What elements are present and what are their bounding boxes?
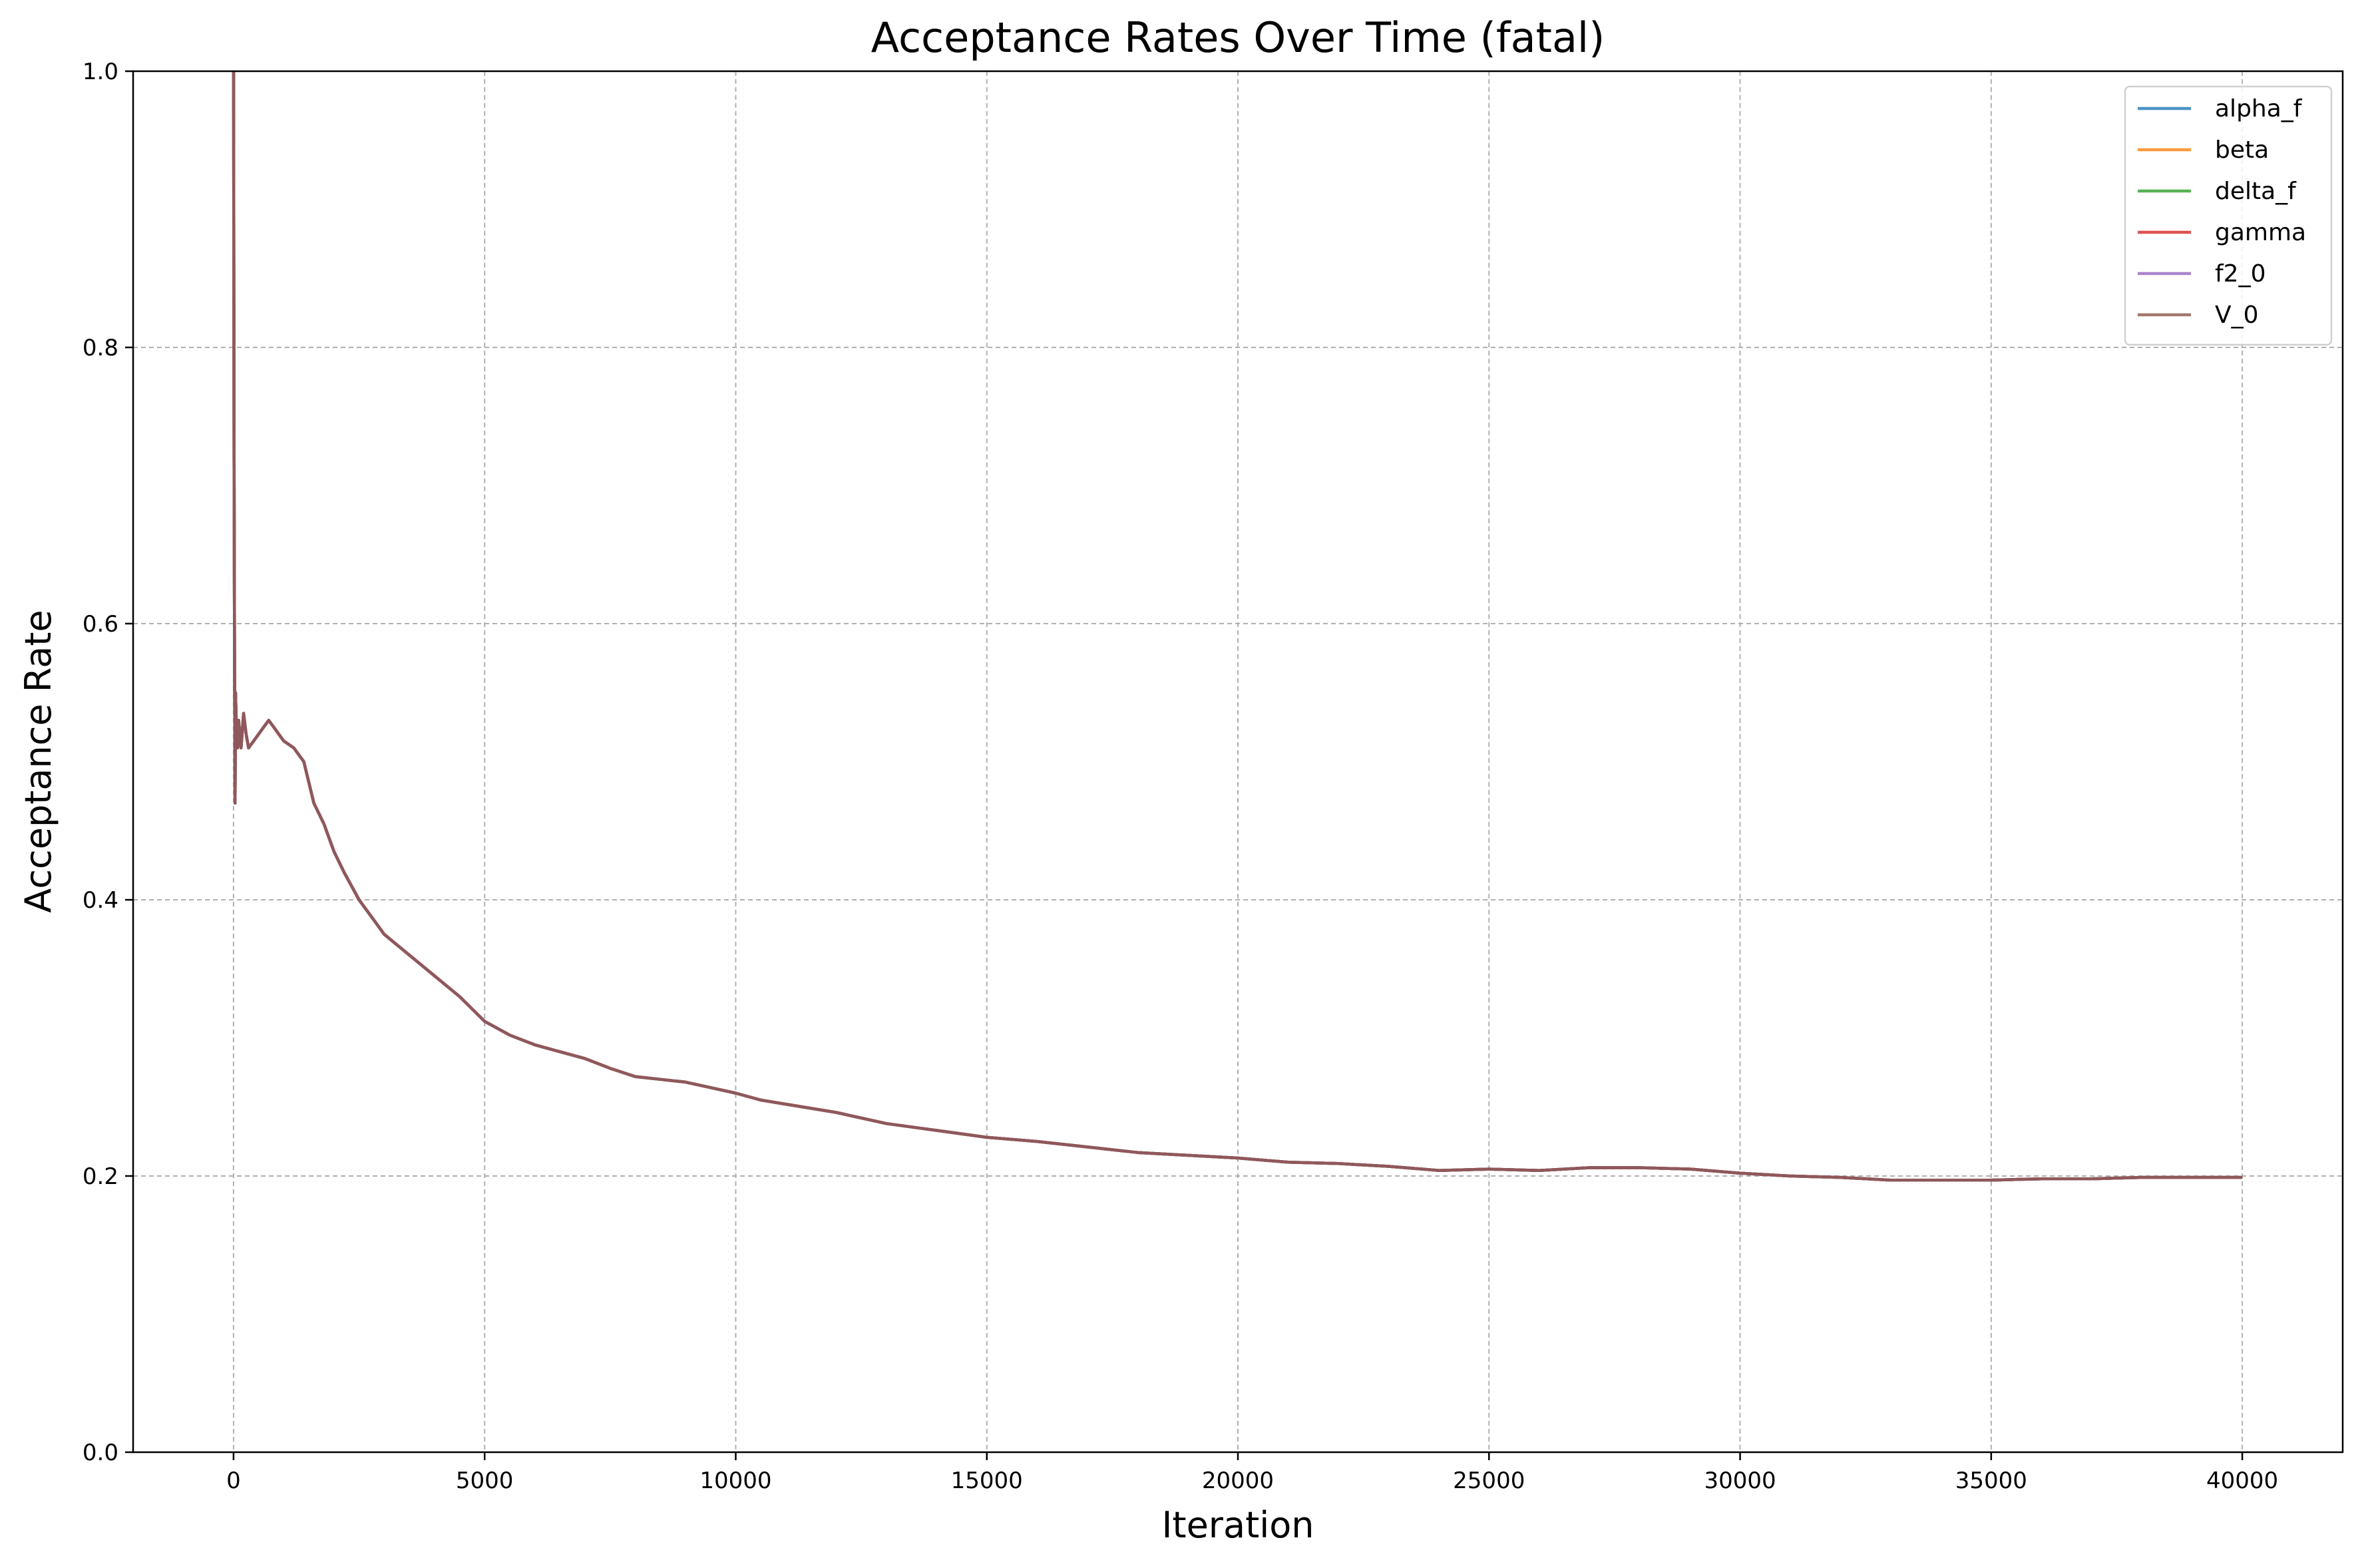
chart-title: Acceptance Rates Over Time (fatal): [871, 13, 1605, 62]
x-tick-label: 15000: [951, 1468, 1023, 1494]
y-tick-label: 0.4: [83, 887, 118, 914]
legend-label-V-0: V_0: [2215, 301, 2259, 329]
y-tick-label: 0.6: [83, 611, 118, 638]
x-tick-label: 25000: [1453, 1468, 1525, 1494]
x-axis-label: Iteration: [1161, 1504, 1314, 1546]
x-tick-label: 30000: [1704, 1468, 1776, 1494]
y-axis-label: Acceptance Rate: [17, 610, 59, 912]
legend-label-beta: beta: [2215, 136, 2269, 164]
x-tick-label: 5000: [456, 1468, 514, 1494]
legend-label-delta-f: delta_f: [2215, 178, 2297, 205]
x-axis-ticks: 0 5000 10000 15000 20000 25000 30000 35000 40000: [226, 1452, 2278, 1494]
legend-label-alpha-f: alpha_f: [2215, 95, 2303, 122]
plot-area: [132, 70, 2344, 1454]
series-lines: [232, 71, 2243, 1182]
y-tick-label: 0.8: [83, 335, 118, 361]
legend-label-gamma: gamma: [2215, 219, 2306, 246]
x-tick-label: 40000: [2206, 1468, 2278, 1494]
y-tick-label: 0.2: [83, 1163, 118, 1190]
x-tick-label: 20000: [1202, 1468, 1274, 1494]
series-line-V-0: [232, 71, 2243, 1182]
x-tick-label: 10000: [699, 1468, 771, 1494]
x-tick-label: 35000: [1955, 1468, 2027, 1494]
y-tick-label: 1.0: [83, 59, 118, 85]
x-tick-label: 0: [226, 1468, 241, 1494]
y-tick-label: 0.0: [83, 1440, 118, 1466]
y-axis-ticks: 0.0 0.2 0.4 0.6 0.8 1.0: [83, 59, 133, 1466]
legend-label-f2-0: f2_0: [2215, 260, 2266, 288]
